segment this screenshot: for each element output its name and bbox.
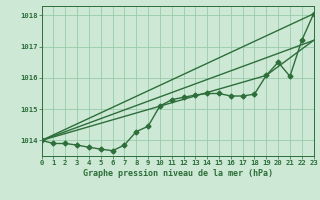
X-axis label: Graphe pression niveau de la mer (hPa): Graphe pression niveau de la mer (hPa) <box>83 169 273 178</box>
